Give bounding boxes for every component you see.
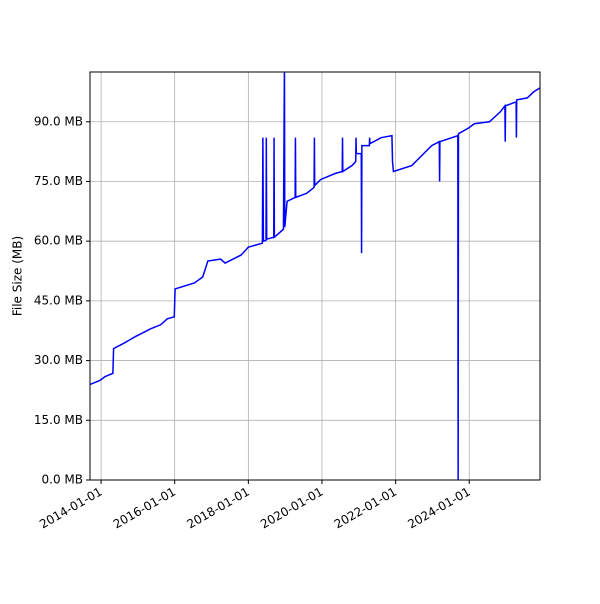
y-tick-label: 45.0 MB	[34, 293, 83, 307]
data-line	[90, 72, 540, 480]
x-tick-label: 2022-01-01	[332, 484, 399, 531]
x-tick-label: 2014-01-01	[37, 484, 104, 531]
y-tick-label: 0.0 MB	[42, 473, 83, 487]
y-tick-label: 75.0 MB	[34, 174, 83, 188]
y-axis-label: File Size (MB)	[11, 236, 25, 316]
y-tick-label: 15.0 MB	[34, 413, 83, 427]
x-tick-label: 2024-01-01	[405, 484, 472, 531]
x-tick-label: 2018-01-01	[184, 484, 251, 531]
plot-frame	[89, 71, 541, 481]
y-tick-label: 30.0 MB	[34, 353, 83, 367]
x-tick-label: 2020-01-01	[258, 484, 325, 531]
y-tick-label: 90.0 MB	[34, 114, 83, 128]
y-tick-label: 60.0 MB	[34, 234, 83, 248]
x-tick-label: 2016-01-01	[111, 484, 178, 531]
